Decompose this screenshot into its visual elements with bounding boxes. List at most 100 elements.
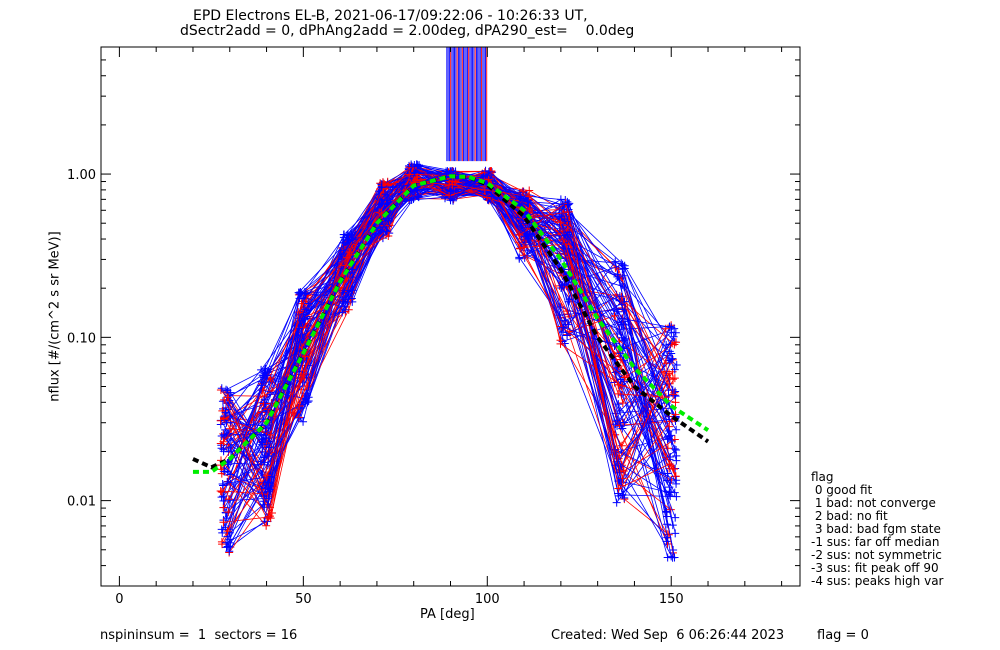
data-point — [405, 170, 414, 179]
data-point — [670, 374, 679, 383]
data-point — [664, 490, 673, 499]
data-point — [442, 170, 451, 179]
legend-item: 3 bad: bad fgm state — [811, 522, 941, 536]
data-point — [260, 395, 269, 404]
data-point — [669, 464, 678, 473]
data-point — [221, 425, 230, 434]
legend-item: -3 sus: fit peak off 90 — [811, 561, 939, 575]
data-point — [304, 393, 313, 402]
data-point — [219, 503, 228, 512]
data-point — [377, 183, 386, 192]
data-point — [613, 272, 622, 281]
data-trace — [227, 174, 670, 518]
data-point — [613, 318, 622, 327]
data-point — [672, 479, 681, 488]
data-point — [262, 371, 271, 380]
legend-item: -2 sus: not symmetric — [811, 548, 942, 562]
data-point — [265, 512, 274, 521]
data-point — [267, 399, 276, 408]
data-trace — [222, 172, 668, 486]
data-point — [219, 437, 228, 446]
data-point — [414, 193, 423, 202]
data-trace — [227, 176, 675, 558]
data-point — [217, 384, 226, 393]
data-point — [525, 192, 534, 201]
data-point — [482, 187, 491, 196]
data-point — [345, 248, 354, 257]
data-point — [565, 295, 574, 304]
data-point — [520, 194, 529, 203]
data-point — [618, 265, 627, 274]
data-point — [297, 343, 306, 352]
data-point — [222, 385, 231, 394]
data-point — [672, 492, 681, 501]
data-point — [265, 485, 274, 494]
data-point — [612, 498, 621, 507]
data-point — [225, 396, 234, 405]
data-point — [482, 193, 491, 202]
legend-item: -4 sus: peaks high var — [811, 574, 944, 588]
data-point — [563, 230, 572, 239]
data-point — [618, 474, 627, 483]
data-point — [556, 339, 565, 348]
data-point — [266, 430, 275, 439]
data-point — [258, 448, 267, 457]
data-point — [219, 518, 228, 527]
x-tick-label: 0 — [115, 592, 123, 607]
data-point — [295, 402, 304, 411]
data-point — [223, 430, 232, 439]
data-point — [218, 479, 227, 488]
data-point — [618, 300, 627, 309]
data-point — [667, 355, 676, 364]
data-point — [616, 375, 625, 384]
data-trace — [228, 164, 671, 507]
data-trace — [226, 164, 669, 483]
data-point — [384, 231, 393, 240]
data-point — [515, 244, 524, 253]
data-point — [672, 338, 681, 347]
x-axis-label: PA [deg] — [420, 607, 475, 622]
data-point — [258, 415, 267, 424]
data-point — [665, 459, 674, 468]
data-point — [672, 361, 681, 370]
data-point — [671, 513, 680, 522]
data-point — [618, 398, 627, 407]
data-point — [221, 538, 230, 547]
data-point — [619, 467, 628, 476]
data-point — [304, 299, 313, 308]
data-point — [618, 424, 627, 433]
data-point — [620, 282, 629, 291]
tick-layer: 0 50 100 150 0.01 0.10 1.00 — [67, 46, 800, 607]
data-point — [384, 216, 393, 225]
data-trace — [227, 181, 666, 532]
data-point — [671, 398, 680, 407]
data-point — [663, 520, 672, 529]
x-tick-label: 50 — [295, 592, 312, 607]
data-trace — [230, 177, 667, 433]
data-point — [666, 492, 675, 501]
data-point — [295, 294, 304, 303]
data-point — [564, 245, 573, 254]
data-point — [217, 525, 226, 534]
data-point — [218, 397, 227, 406]
data-point — [518, 187, 527, 196]
data-point — [448, 180, 457, 189]
data-trace — [222, 176, 677, 493]
data-trace — [223, 167, 668, 480]
data-trace — [225, 170, 672, 391]
data-point — [484, 175, 493, 184]
data-point — [226, 388, 235, 397]
data-point — [217, 432, 226, 441]
data-point — [610, 311, 619, 320]
data-point — [666, 453, 675, 462]
y-tick-label: 1.00 — [67, 168, 96, 183]
fit-curve-green — [192, 174, 710, 474]
data-point — [298, 330, 307, 339]
data-point — [672, 451, 681, 460]
data-point — [219, 445, 228, 454]
data-point — [223, 527, 232, 536]
data-point — [219, 492, 228, 501]
data-point — [226, 447, 235, 456]
data-point — [223, 393, 232, 402]
